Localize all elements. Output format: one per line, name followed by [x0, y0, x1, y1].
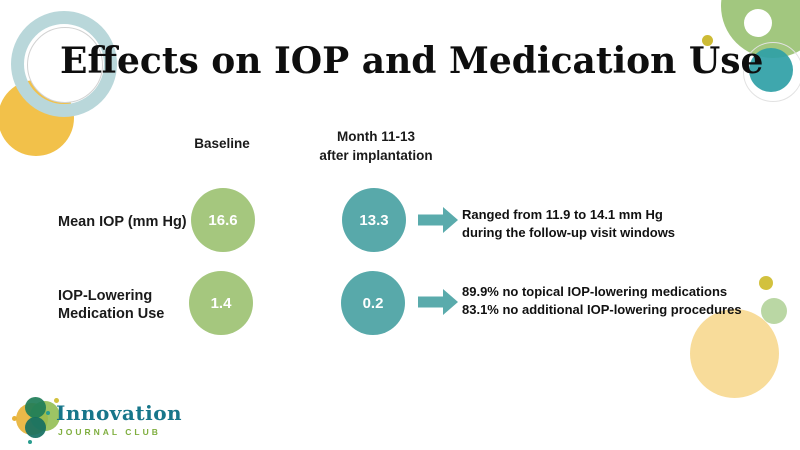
followup-header-line1: Month 11-13: [336, 129, 415, 144]
row-label-mean-iop: Mean IOP (mm Hg): [58, 213, 187, 231]
row1-label-text: Mean IOP (mm Hg): [58, 214, 187, 230]
logo-dark-teal-circle-bottom: [25, 417, 46, 438]
row2-label-line2: Medication Use: [58, 306, 165, 322]
row2-note-line2: 83.1% no additional IOP-lowering procedu…: [462, 301, 742, 317]
row2-label-line1: IOP-Lowering: [58, 288, 153, 304]
column-header-baseline: Baseline: [172, 134, 272, 153]
logo-subtitle-text: JOURNAL CLUB: [58, 427, 161, 437]
logo-dark-green-circle-top: [25, 397, 46, 418]
logo-mark-icon: [12, 394, 62, 444]
row2-followup-value: 0.2: [362, 294, 384, 312]
logo-tiny-teal-dot: [46, 411, 50, 415]
row2-note: 89.9% no topical IOP-lowering medication…: [462, 283, 742, 318]
followup-value-circle-row1: 13.3: [342, 188, 406, 252]
row2-note-line1: 89.9% no topical IOP-lowering medication…: [462, 284, 728, 299]
olive-dot-decoration-top: [702, 35, 713, 46]
teal-circle-decoration: [749, 48, 793, 92]
row2-baseline-value: 1.4: [210, 294, 232, 312]
olive-dot-decoration-right: [759, 276, 773, 290]
logo-tiny-teal-dot-bottom: [28, 440, 32, 444]
baseline-header-label: Baseline: [194, 136, 250, 151]
thin-ring-decoration: [743, 42, 800, 102]
innovation-journal-club-logo: [12, 394, 192, 446]
row1-baseline-value: 16.6: [208, 211, 238, 229]
logo-tiny-yellow-dot: [54, 398, 59, 403]
column-header-followup: Month 11-13 after implantation: [306, 127, 446, 165]
slide-title: Effects on IOP and Medication Use: [60, 40, 764, 82]
block-right-arrow-icon: [418, 289, 458, 315]
row1-followup-value: 13.3: [359, 211, 389, 229]
logo-name-text: Innovation: [56, 401, 183, 425]
baseline-value-circle-row1: 16.6: [191, 188, 255, 252]
row1-note-line2: during the follow-up visit windows: [462, 224, 676, 240]
pale-yellow-circle-decoration: [690, 309, 779, 398]
row1-note-line1: Ranged from 11.9 to 14.1 mm Hg: [462, 207, 663, 222]
row1-note: Ranged from 11.9 to 14.1 mm Hg during th…: [462, 206, 675, 241]
baseline-value-circle-row2: 1.4: [189, 271, 253, 335]
followup-header-line2: after implantation: [319, 148, 433, 163]
row-label-medication-use: IOP-Lowering Medication Use: [58, 287, 164, 323]
light-green-circle-decoration: [761, 298, 787, 324]
followup-value-circle-row2: 0.2: [341, 271, 405, 335]
logo-tiny-yellow-dot-left: [12, 416, 17, 421]
green-donut-hole: [744, 9, 772, 37]
block-right-arrow-icon: [418, 207, 458, 233]
